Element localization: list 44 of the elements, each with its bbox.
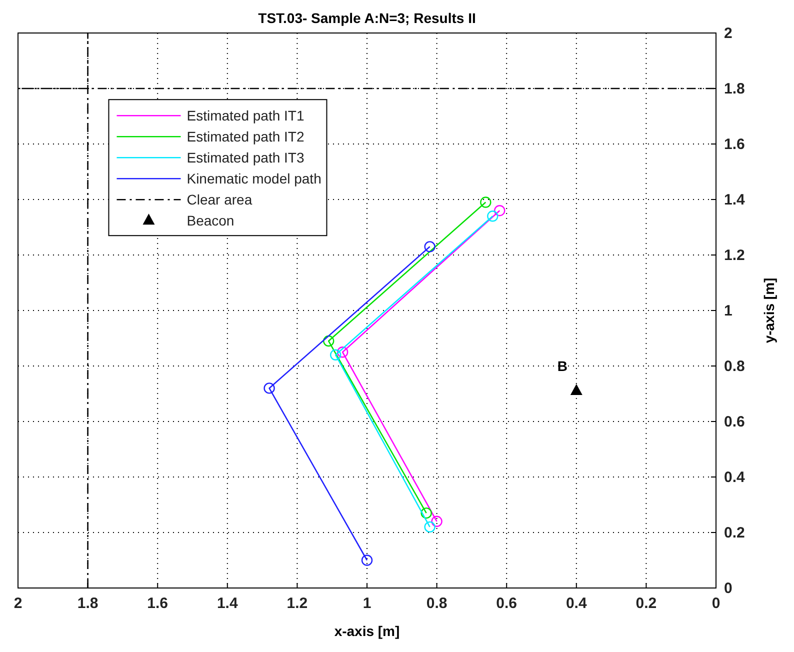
annotation: B xyxy=(557,358,568,374)
point xyxy=(361,554,373,566)
x-tick-label: 1.4 xyxy=(216,595,238,612)
x-tick-label: 1.8 xyxy=(77,595,98,612)
point xyxy=(330,349,342,360)
y-tick-label: 2 xyxy=(724,25,732,42)
x-tick-label: 1 xyxy=(362,595,372,612)
y-axis-title: y-axis [m] xyxy=(761,278,777,344)
y-tick-label: 1 xyxy=(724,302,732,320)
legend-label: Estimated path IT2 xyxy=(186,128,304,145)
x-tick-label: 0.4 xyxy=(566,595,588,612)
y-tick-label: 0.8 xyxy=(724,358,745,375)
x-tick-label: 1.2 xyxy=(286,595,308,612)
x-tick-label: 2 xyxy=(14,595,22,612)
point xyxy=(323,335,334,347)
point xyxy=(494,205,506,216)
y-tick-label: 0 xyxy=(724,580,732,597)
point xyxy=(424,241,436,252)
y-tick-label: 1.2 xyxy=(724,247,745,264)
legend-label: Estimated path IT1 xyxy=(186,108,304,124)
y-tick-label: 1.4 xyxy=(724,192,746,208)
x-axis-title: x-axis [m] xyxy=(334,623,400,639)
y-tick-label: 1.6 xyxy=(724,136,745,153)
point xyxy=(420,507,432,519)
chart-title: TST.03- Sample A:N=3; Results II xyxy=(258,10,476,26)
point xyxy=(487,210,498,222)
y-tick-label: 0.6 xyxy=(724,414,745,430)
y-tick-label: 0.4 xyxy=(724,469,746,486)
legend-label: Clear area xyxy=(186,192,252,208)
x-tick-label: 0.8 xyxy=(426,595,448,612)
x-tick-label: 0.2 xyxy=(636,595,657,612)
y-tick-label: 1.8 xyxy=(724,80,745,98)
legend-label: Estimated path IT3 xyxy=(186,150,304,166)
point xyxy=(424,521,436,533)
x-tick-label: 0 xyxy=(712,595,720,612)
point xyxy=(336,346,348,358)
point xyxy=(480,196,492,208)
legend-label: Kinematic model path xyxy=(186,170,322,187)
y-tick-label: 0.2 xyxy=(724,524,745,542)
legend-label: Beacon xyxy=(186,212,234,229)
x-tick-label: 1.6 xyxy=(147,595,168,612)
point xyxy=(431,516,442,527)
x-tick-label: 0.6 xyxy=(496,595,518,612)
point xyxy=(264,382,275,394)
